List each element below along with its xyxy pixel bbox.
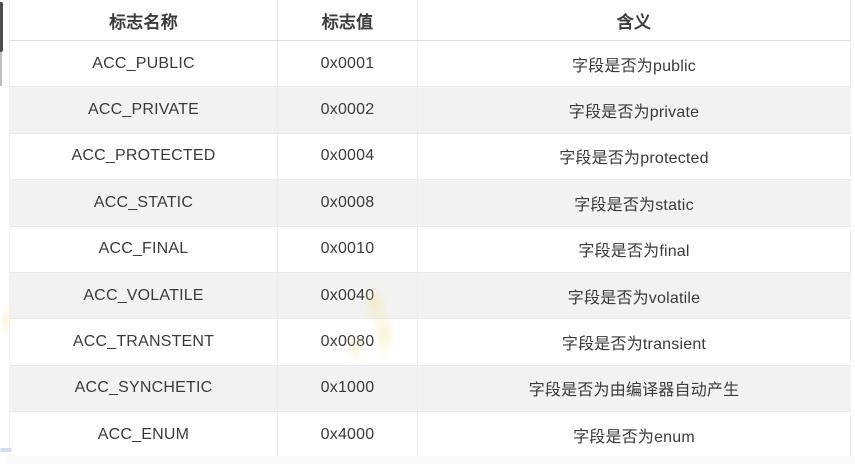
cell-meaning: 字段是否为由编译器自动产生 bbox=[528, 382, 740, 400]
cell-flag-name: ACC_SYNCHETIC bbox=[10, 365, 278, 412]
cell-flag-name: ACC_PUBLIC bbox=[10, 41, 278, 87]
left-edge-artifact-tail bbox=[0, 52, 2, 86]
cell-flag-value: 0x0040 bbox=[278, 272, 418, 319]
cell-flag-name: ACC_VOLATILE bbox=[10, 272, 278, 319]
cell-meaning: 字段是否为public bbox=[571, 57, 696, 75]
table-row: ACC_STATIC 0x0008 字段是否为static bbox=[10, 180, 850, 227]
cell-meaning: 字段是否为static bbox=[574, 196, 694, 214]
column-header-flag-value: 标志值 bbox=[278, 0, 418, 40]
cell-flag-value: 0x1000 bbox=[278, 365, 418, 412]
cell-meaning: 字段是否为volatile bbox=[567, 289, 701, 307]
cell-flag-name: ACC_PROTECTED bbox=[10, 133, 278, 180]
cell-flag-value: 0x4000 bbox=[278, 412, 418, 458]
cell-meaning: 字段是否为private bbox=[568, 104, 700, 122]
cell-flag-value: 0x0008 bbox=[278, 180, 418, 226]
cell-flag-name: ACC_FINAL bbox=[10, 226, 278, 272]
column-header-meaning: 含义 bbox=[616, 12, 652, 32]
cell-flag-value: 0x0080 bbox=[278, 319, 418, 365]
table-row: ACC_VOLATILE 0x0040 字段是否为volatile bbox=[10, 272, 850, 320]
table-row: ACC_TRANSTENT 0x0080 字段是否为transient bbox=[10, 319, 850, 366]
cell-flag-name: ACC_PRIVATE bbox=[10, 87, 278, 133]
bottom-band-artifact bbox=[6, 456, 855, 464]
left-edge-artifact bbox=[0, 2, 3, 52]
table-row: ACC_FINAL 0x0010 字段是否为final bbox=[10, 226, 850, 273]
cell-flag-value: 0x0010 bbox=[278, 226, 418, 272]
cell-flag-value: 0x0002 bbox=[278, 87, 418, 133]
bottom-left-blue-mark bbox=[0, 448, 12, 452]
table-row: ACC_SYNCHETIC 0x1000 字段是否为由编译器自动产生 bbox=[10, 365, 850, 413]
cell-flag-name: ACC_TRANSTENT bbox=[10, 319, 278, 365]
table-row: ACC_ENUM 0x4000 字段是否为enum bbox=[10, 412, 850, 459]
cell-meaning: 字段是否为protected bbox=[559, 150, 709, 168]
table-row: ACC_PUBLIC 0x0001 字段是否为public bbox=[10, 41, 850, 88]
cell-flag-value: 0x0001 bbox=[278, 41, 418, 87]
cell-flag-value: 0x0004 bbox=[278, 133, 418, 180]
cell-meaning: 字段是否为transient bbox=[561, 336, 707, 354]
access-flags-table: 标志名称 标志值 含义 ACC_PUBLIC 0x0001 字段是否为publi… bbox=[9, 0, 851, 459]
table-row: ACC_PROTECTED 0x0004 字段是否为protected bbox=[10, 133, 850, 181]
cell-meaning: 字段是否为enum bbox=[573, 428, 695, 446]
cell-meaning: 字段是否为final bbox=[578, 243, 690, 261]
cell-flag-name: ACC_STATIC bbox=[10, 180, 278, 226]
table-header-row: 标志名称 标志值 含义 bbox=[10, 0, 850, 41]
cell-flag-name: ACC_ENUM bbox=[10, 412, 278, 458]
table-row: ACC_PRIVATE 0x0002 字段是否为private bbox=[10, 87, 850, 134]
column-header-flag-name: 标志名称 bbox=[10, 0, 278, 40]
